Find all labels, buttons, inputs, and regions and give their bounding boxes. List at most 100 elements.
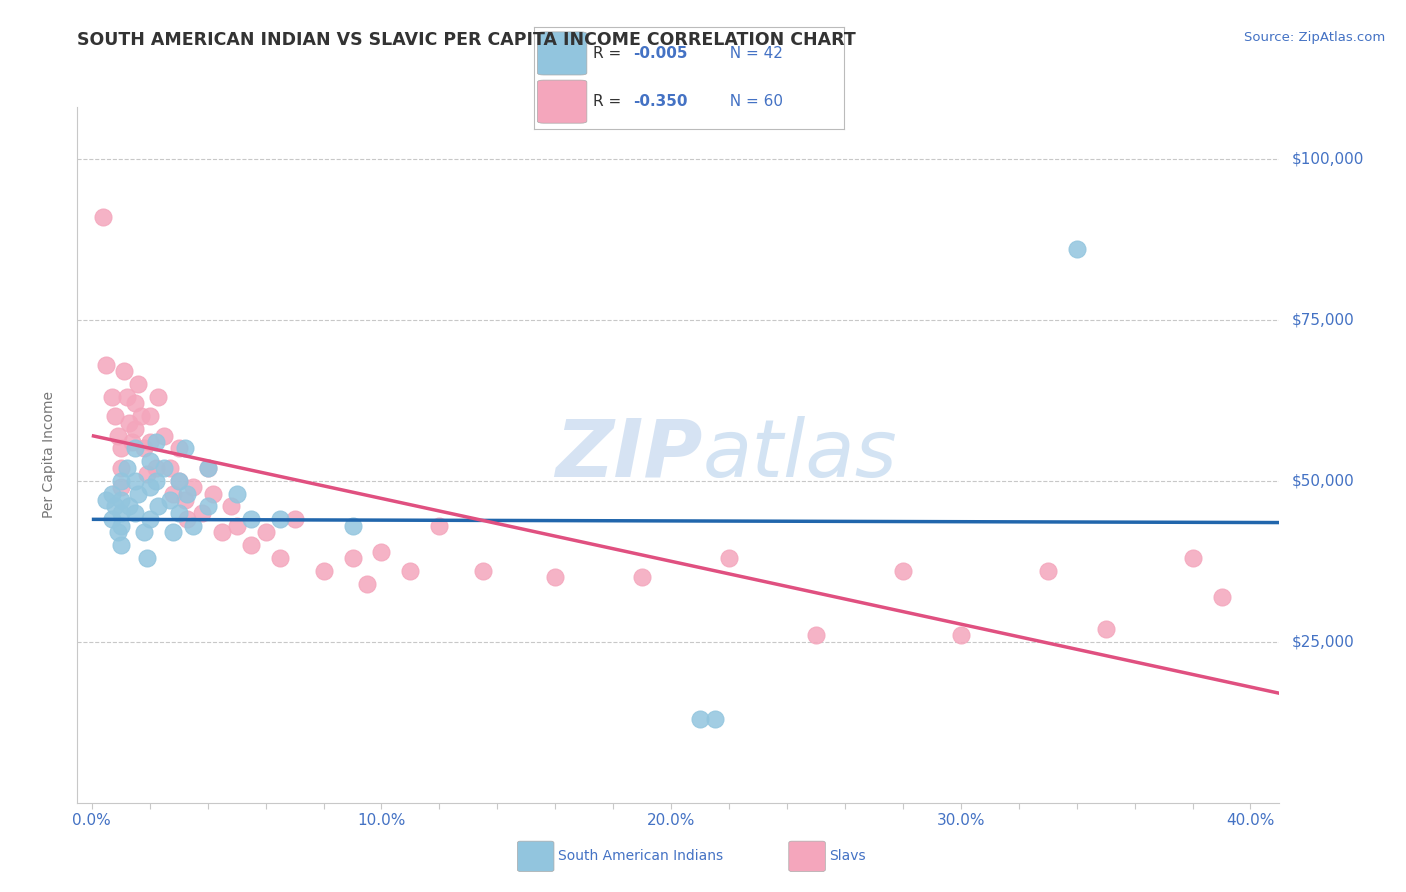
- Text: N = 60: N = 60: [720, 95, 783, 109]
- Point: [167, 506, 190, 520]
- Text: Slavs: Slavs: [830, 849, 866, 863]
- Point: [197, 500, 219, 514]
- Point: [107, 428, 129, 442]
- Point: [197, 460, 219, 475]
- Point: [1094, 622, 1116, 636]
- Point: [804, 628, 827, 642]
- Point: [240, 538, 263, 552]
- Point: [1181, 551, 1204, 566]
- Point: [139, 454, 162, 468]
- Point: [718, 551, 741, 566]
- Point: [370, 544, 392, 558]
- Point: [145, 474, 167, 488]
- Point: [471, 564, 494, 578]
- Point: [173, 493, 195, 508]
- Point: [1066, 242, 1088, 256]
- Point: [399, 564, 422, 578]
- Point: [101, 512, 124, 526]
- Text: $50,000: $50,000: [1292, 473, 1354, 488]
- Text: SOUTH AMERICAN INDIAN VS SLAVIC PER CAPITA INCOME CORRELATION CHART: SOUTH AMERICAN INDIAN VS SLAVIC PER CAPI…: [77, 31, 856, 49]
- Point: [110, 460, 132, 475]
- Point: [118, 416, 141, 430]
- Point: [544, 570, 567, 584]
- Point: [197, 460, 219, 475]
- Point: [202, 486, 225, 500]
- Point: [115, 460, 138, 475]
- Point: [153, 428, 176, 442]
- Point: [159, 493, 181, 508]
- Point: [162, 525, 184, 540]
- Point: [949, 628, 972, 642]
- Point: [127, 486, 149, 500]
- Point: [312, 564, 335, 578]
- Point: [110, 506, 132, 520]
- Point: [124, 506, 146, 520]
- Point: [145, 460, 167, 475]
- Point: [173, 442, 195, 456]
- Point: [356, 576, 378, 591]
- Point: [124, 396, 146, 410]
- Point: [118, 500, 141, 514]
- Text: $100,000: $100,000: [1292, 151, 1364, 166]
- Y-axis label: Per Capita Income: Per Capita Income: [42, 392, 56, 518]
- Point: [139, 435, 162, 450]
- Point: [181, 480, 204, 494]
- Point: [135, 467, 157, 482]
- Point: [127, 377, 149, 392]
- Point: [240, 512, 263, 526]
- Text: R =: R =: [593, 95, 626, 109]
- Point: [167, 442, 190, 456]
- Point: [167, 474, 190, 488]
- Point: [269, 512, 291, 526]
- Point: [254, 525, 277, 540]
- Point: [101, 486, 124, 500]
- Point: [110, 538, 132, 552]
- Point: [110, 480, 132, 494]
- Point: [342, 551, 364, 566]
- Point: [891, 564, 914, 578]
- Point: [110, 474, 132, 488]
- Point: [1036, 564, 1059, 578]
- Point: [181, 518, 204, 533]
- Point: [284, 512, 307, 526]
- Text: -0.005: -0.005: [633, 45, 688, 61]
- Point: [107, 525, 129, 540]
- Text: -0.350: -0.350: [633, 95, 688, 109]
- Point: [139, 480, 162, 494]
- Point: [703, 712, 725, 726]
- Point: [93, 210, 115, 224]
- Point: [631, 570, 654, 584]
- Point: [110, 518, 132, 533]
- Point: [104, 409, 127, 424]
- Point: [124, 442, 146, 456]
- Point: [269, 551, 291, 566]
- Point: [148, 500, 170, 514]
- Point: [132, 525, 155, 540]
- Point: [129, 409, 152, 424]
- Text: ZIP: ZIP: [555, 416, 703, 494]
- FancyBboxPatch shape: [537, 32, 586, 75]
- Point: [110, 442, 132, 456]
- Text: Source: ZipAtlas.com: Source: ZipAtlas.com: [1244, 31, 1385, 45]
- Point: [148, 390, 170, 404]
- Point: [191, 506, 214, 520]
- Point: [139, 409, 162, 424]
- Point: [104, 500, 127, 514]
- Point: [110, 493, 132, 508]
- Point: [132, 442, 155, 456]
- Point: [96, 358, 118, 372]
- Point: [145, 435, 167, 450]
- Point: [101, 390, 124, 404]
- Text: N = 42: N = 42: [720, 45, 783, 61]
- Text: R =: R =: [593, 45, 626, 61]
- Point: [124, 474, 146, 488]
- Text: $75,000: $75,000: [1292, 312, 1354, 327]
- Point: [176, 512, 198, 526]
- Point: [121, 435, 143, 450]
- Text: $25,000: $25,000: [1292, 634, 1354, 649]
- Point: [112, 364, 135, 378]
- Point: [96, 493, 118, 508]
- Point: [689, 712, 711, 726]
- Point: [139, 512, 162, 526]
- Point: [115, 390, 138, 404]
